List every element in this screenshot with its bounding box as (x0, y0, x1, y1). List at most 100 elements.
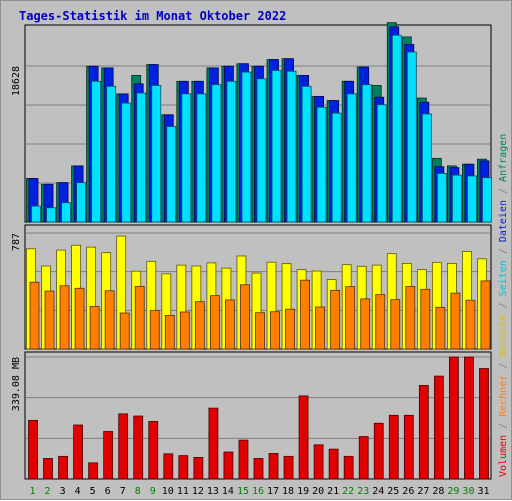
bar-rechner-day-8 (134, 285, 145, 350)
bar-rechner-day-9 (149, 310, 160, 350)
bars-hits (26, 22, 492, 223)
legend-entry: / (498, 242, 509, 260)
x-tick-label: 9 (150, 486, 156, 497)
bar-seiten-day-8 (136, 92, 147, 223)
bar-volumen-day-21 (328, 448, 339, 480)
bar-rechner-day-20 (315, 306, 326, 350)
x-tick-label: 8 (135, 486, 141, 497)
bar-volumen-day-8 (133, 415, 144, 480)
x-tick-label: 17 (267, 486, 279, 497)
bar-seiten-day-29 (452, 174, 462, 223)
bar-rechner-day-11 (179, 311, 190, 350)
legend-entry: Dateien (498, 200, 509, 242)
bar-volumen-day-13 (208, 407, 219, 480)
bar-volumen-day-17 (268, 453, 279, 480)
bar-volumen-day-12 (193, 457, 204, 480)
bar-volumen-day-18 (283, 455, 294, 480)
bar-volumen-day-25 (388, 414, 399, 480)
side-legend: Volumen / Rechner / Besuche / Seiten / D… (498, 134, 509, 477)
bar-seiten-day-23 (361, 84, 372, 223)
bar-volumen-day-16 (253, 458, 264, 480)
bar-rechner-day-23 (360, 298, 371, 350)
x-tick-label: 23 (357, 486, 369, 497)
bar-rechner-day-12 (194, 301, 205, 350)
bar-seiten-day-1 (31, 205, 41, 223)
bar-rechner-day-26 (405, 286, 416, 350)
legend-entry: Volumen (498, 435, 509, 477)
bar-seiten-day-25 (391, 34, 402, 223)
x-tick-label: 19 (297, 486, 309, 497)
x-tick-label: 7 (120, 486, 126, 497)
legend-entry: / (498, 417, 509, 435)
bar-seiten-day-26 (406, 51, 417, 223)
x-tick-label: 12 (192, 486, 204, 497)
x-tick-label: 3 (60, 486, 66, 497)
bar-seiten-day-27 (421, 113, 432, 223)
bar-rechner-day-27 (420, 288, 431, 350)
bar-volumen-day-20 (313, 444, 324, 480)
bar-volumen-day-1 (28, 419, 38, 480)
x-tick-label: 10 (162, 486, 174, 497)
bar-volumen-day-9 (148, 421, 159, 480)
bar-seiten-day-2 (46, 207, 56, 223)
bar-seiten-day-24 (376, 104, 387, 223)
bar-seiten-day-3 (61, 202, 71, 223)
bar-volumen-day-26 (403, 414, 414, 480)
x-tick-labels: 1 2 3 4 5 6 7 8 9 10 11 12 13 14 15 16 17 18 19 20 21 22 23 24 2… (30, 486, 490, 497)
legend-entry: / (498, 296, 509, 314)
side-legend-text: Volumen / Rechner / Besuche / Seiten / D… (498, 134, 509, 477)
bar-rechner-day-18 (285, 308, 295, 350)
bars-visits (26, 235, 491, 350)
x-tick-label: 11 (177, 486, 189, 497)
panels-layer: 18628 787 339.08 MB (11, 22, 492, 480)
y-max-label-hits: 18628 (11, 66, 22, 96)
bar-rechner-day-28 (435, 306, 446, 350)
bar-rechner-day-7 (119, 312, 130, 350)
bar-rechner-day-3 (59, 285, 70, 350)
x-tick-label: 13 (207, 486, 219, 497)
bar-rechner-day-10 (164, 314, 175, 350)
bar-seiten-day-13 (211, 84, 222, 223)
x-tick-label: 4 (75, 486, 81, 497)
bar-seiten-day-5 (91, 80, 102, 223)
bar-rechner-day-30 (465, 299, 476, 350)
bar-seiten-day-15 (241, 71, 252, 223)
x-tick-label: 6 (105, 486, 111, 497)
bar-volumen-day-6 (103, 431, 114, 480)
bar-rechner-day-21 (330, 289, 341, 350)
bar-seiten-day-17 (271, 70, 282, 223)
bar-rechner-day-4 (74, 287, 85, 350)
bar-rechner-day-1 (29, 281, 40, 350)
bar-rechner-day-29 (450, 292, 461, 350)
bar-volumen-day-27 (418, 385, 429, 480)
bar-rechner-day-5 (89, 306, 100, 350)
bar-seiten-day-11 (181, 93, 192, 223)
bar-seiten-day-14 (226, 80, 237, 223)
bar-volumen-day-31 (479, 368, 489, 480)
bar-volumen-day-28 (433, 375, 444, 480)
bar-volumen-day-4 (73, 424, 83, 480)
x-tick-label: 2 (45, 486, 51, 497)
x-tick-label: 29 (447, 486, 459, 497)
bar-volumen-day-2 (43, 458, 53, 480)
bar-seiten-day-6 (106, 85, 117, 223)
bar-seiten-day-28 (436, 173, 447, 223)
x-tick-label: 1 (30, 486, 36, 497)
bar-rechner-day-22 (345, 286, 356, 350)
x-tick-label: 28 (432, 486, 444, 497)
bar-volumen-day-29 (449, 356, 459, 480)
bar-rechner-day-19 (300, 279, 310, 350)
bar-volumen-day-30 (464, 356, 474, 480)
legend-entry: / (498, 357, 509, 375)
x-tick-label: 31 (477, 486, 489, 497)
bar-seiten-day-22 (346, 93, 357, 223)
chart-title: Tages-Statistik im Monat Oktober 2022 (19, 9, 286, 23)
legend-entry: Rechner (498, 375, 509, 417)
bar-seiten-day-7 (121, 102, 132, 223)
bar-volumen-day-15 (238, 439, 249, 480)
x-tick-label: 16 (252, 486, 264, 497)
bar-seiten-day-19 (301, 85, 312, 223)
bar-volumen-day-24 (373, 422, 384, 480)
x-tick-label: 27 (417, 486, 429, 497)
